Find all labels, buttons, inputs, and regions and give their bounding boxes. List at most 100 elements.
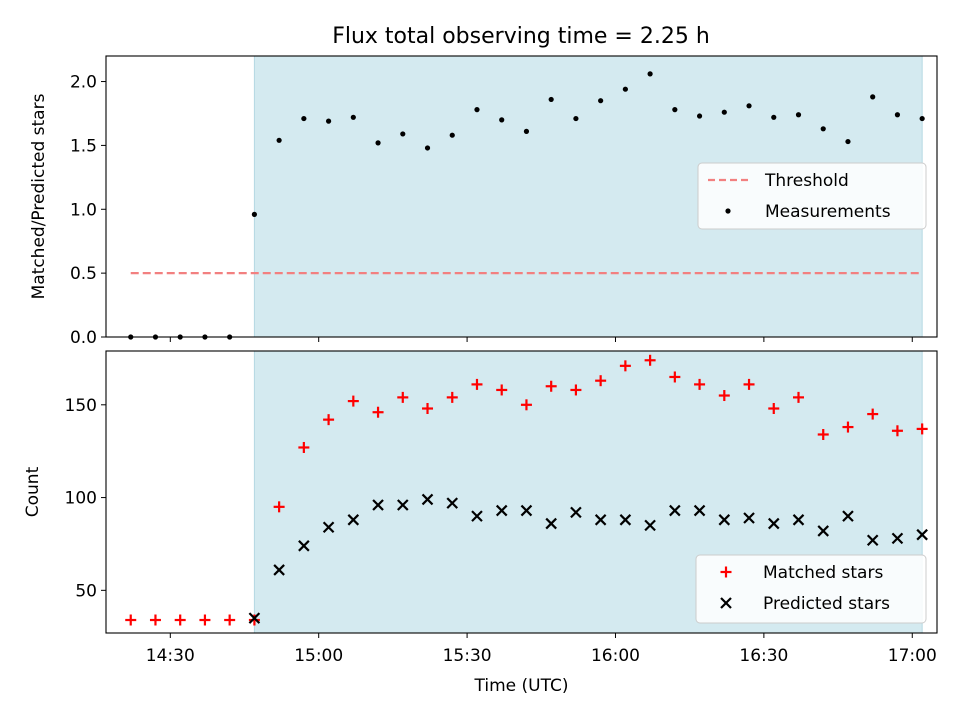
matched-star-point xyxy=(224,614,236,626)
legend-x xyxy=(720,597,732,609)
top-plot-frame xyxy=(105,55,938,338)
predicted-star-point xyxy=(817,525,830,537)
bottom-plot-frame xyxy=(105,350,938,634)
measurement-point xyxy=(746,103,752,109)
x-stroke-b xyxy=(866,534,879,547)
predicted-star-point xyxy=(322,521,335,534)
measurement-point xyxy=(325,118,332,124)
measurement-point xyxy=(424,145,431,151)
x-stroke-b xyxy=(743,512,755,524)
bottom-y-axis: 50 100 150 xyxy=(65,396,106,601)
matched-star-point xyxy=(743,378,755,390)
x-stroke-b xyxy=(720,597,732,609)
matched-star-point xyxy=(669,371,681,383)
matched-star-point xyxy=(817,428,829,440)
predicted-star-point xyxy=(866,534,879,547)
x-stroke-b xyxy=(619,514,632,526)
predicted-star-point xyxy=(718,514,731,526)
x-stroke-b xyxy=(693,504,706,517)
y-tick-label: 50 xyxy=(75,581,97,601)
predicted-star-point xyxy=(520,504,533,517)
x-stroke-b xyxy=(792,514,805,526)
measurement-point xyxy=(721,109,727,115)
matched-star-point xyxy=(323,414,335,426)
legend-threshold-label: Threshold xyxy=(764,171,849,191)
y-tick-label: 1.0 xyxy=(70,200,97,220)
x-stroke-b xyxy=(446,497,459,509)
legend-measurements-label: Measurements xyxy=(765,202,891,222)
measurement-point xyxy=(696,113,703,119)
measurement-point xyxy=(350,114,356,120)
top-legend: Threshold Measurements xyxy=(697,162,927,230)
x-tick-label: 16:30 xyxy=(739,646,788,666)
y-tick-label: 100 xyxy=(65,489,97,509)
measurement-point xyxy=(894,112,901,118)
x-tick-label: 15:00 xyxy=(294,646,343,666)
measurement-point xyxy=(251,211,257,217)
matched-star-point xyxy=(916,423,928,435)
measurement-point xyxy=(845,138,851,145)
x-stroke-b xyxy=(397,499,409,511)
matched-star-point xyxy=(694,378,706,390)
predicted-star-point xyxy=(916,528,928,541)
y-tick-label: 1.5 xyxy=(70,136,97,156)
measurement-point xyxy=(598,98,604,104)
measurement-point xyxy=(622,86,628,92)
matched-star-point xyxy=(125,614,137,626)
x-stroke-b xyxy=(298,540,310,552)
x-stroke-b xyxy=(644,519,656,532)
x-tick-label: 17:00 xyxy=(888,646,937,666)
measurement-point xyxy=(771,114,777,120)
predicted-star-point xyxy=(372,499,384,511)
matched-star-point xyxy=(298,441,310,453)
matched-star-point xyxy=(842,421,854,433)
measurement-point xyxy=(400,131,406,137)
matched-star-point xyxy=(644,354,656,366)
x-stroke-b xyxy=(891,532,904,545)
predicted-star-point xyxy=(743,512,755,524)
measurement-point xyxy=(523,128,530,134)
y-tick-label: 150 xyxy=(65,396,97,416)
predicted-star-point xyxy=(594,514,607,526)
measurement-point xyxy=(474,107,480,113)
x-stroke-b xyxy=(347,514,360,526)
predicted-star-point xyxy=(891,532,904,545)
matched-star-point xyxy=(867,408,879,420)
predicted-star-point xyxy=(397,499,409,511)
x-stroke-b xyxy=(594,514,607,526)
predicted-star-point xyxy=(644,519,656,532)
measurement-point xyxy=(499,117,505,123)
measurement-point xyxy=(795,112,802,118)
matched-star-point xyxy=(768,403,780,415)
matched-stars-points xyxy=(125,354,928,626)
matched-star-point xyxy=(570,384,582,396)
measurement-point xyxy=(548,96,554,103)
x-stroke-b xyxy=(471,510,483,522)
measurement-point xyxy=(919,115,925,122)
matched-star-point xyxy=(891,425,903,437)
predicted-star-point xyxy=(570,506,582,519)
x-stroke-b xyxy=(322,521,335,534)
x-axis-label: Time (UTC) xyxy=(474,676,569,696)
x-stroke-b xyxy=(248,612,261,624)
x-stroke-b xyxy=(669,504,681,517)
measurement-point xyxy=(820,126,826,132)
matched-star-point xyxy=(595,375,607,387)
matched-star-point xyxy=(446,391,458,403)
matched-star-point xyxy=(793,391,804,403)
predicted-star-point xyxy=(347,514,360,526)
predicted-star-point xyxy=(792,514,805,526)
matched-star-point xyxy=(520,399,532,411)
predicted-star-point xyxy=(421,493,434,506)
x-stroke-b xyxy=(495,504,508,517)
measurement-point xyxy=(449,132,455,138)
predicted-star-point xyxy=(619,514,632,526)
x-tick-label: 15:30 xyxy=(443,646,492,666)
measurement-point xyxy=(870,94,876,100)
x-stroke-b xyxy=(570,506,582,519)
legend-predicted-swatch xyxy=(720,597,732,609)
y-tick-label: 0.5 xyxy=(70,264,97,284)
x-tick-label: 16:00 xyxy=(591,646,640,666)
x-stroke-b xyxy=(718,514,731,526)
